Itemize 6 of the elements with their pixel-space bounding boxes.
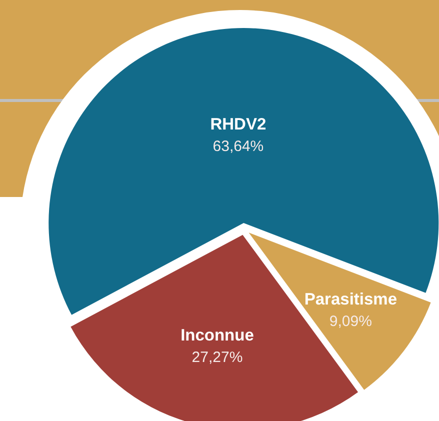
slice-label: Inconnue xyxy=(180,326,254,345)
data-label: 63,64% xyxy=(212,138,264,155)
slice-label: Parasitisme xyxy=(304,290,398,308)
slice-label: RHDV2 xyxy=(210,115,266,134)
data-label: 27,27% xyxy=(192,349,243,366)
data-label: 9,09% xyxy=(329,312,372,330)
